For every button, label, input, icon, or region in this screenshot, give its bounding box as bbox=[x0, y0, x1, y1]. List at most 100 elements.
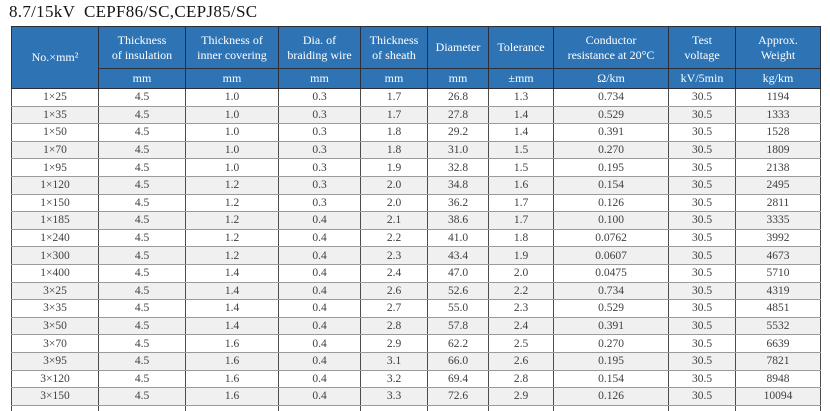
unit-header-2: mm bbox=[278, 68, 361, 89]
table-cell bbox=[185, 404, 279, 411]
table-cell: 1.6 bbox=[488, 175, 554, 195]
table-cell: 31.0 bbox=[427, 140, 489, 160]
table-cell bbox=[11, 404, 99, 411]
table-cell: 2811 bbox=[735, 193, 821, 213]
table-cell: 0.3 bbox=[278, 158, 361, 177]
table-cell: 0.4 bbox=[278, 211, 361, 230]
table-cell: 1.2 bbox=[185, 175, 279, 195]
table-cell: 4.5 bbox=[98, 193, 186, 213]
table-cell: 4851 bbox=[735, 299, 821, 318]
table-cell: 29.2 bbox=[427, 123, 489, 142]
col-header-7: Test voltage bbox=[668, 26, 736, 69]
table-header: No.×mm² Thickness of insulation Thickness … bbox=[11, 26, 821, 89]
table-row: 1×25 4.5 1.0 0.3 1.7 26.8 1.3 0.734 30.5 1194 bbox=[11, 88, 821, 107]
col-header-0: Thickness of insulation bbox=[98, 26, 186, 69]
table-cell: 1809 bbox=[735, 140, 821, 160]
table-cell: 1.5 bbox=[488, 140, 554, 160]
size-cell: 3×35 bbox=[11, 299, 99, 318]
table-cell: 0.734 bbox=[553, 281, 669, 301]
size-cell: 3×120 bbox=[11, 369, 99, 389]
table-cell: 3335 bbox=[735, 211, 821, 230]
table-cell: 1.9 bbox=[488, 246, 554, 265]
table-cell: 2.8 bbox=[360, 316, 428, 336]
col-header-8: Approx. Weight bbox=[735, 26, 821, 69]
size-cell: 3×95 bbox=[11, 351, 99, 371]
col-header-2: Dia. of braiding wire bbox=[278, 26, 361, 69]
table-cell: 2.8 bbox=[488, 369, 554, 389]
table-cell: 1.4 bbox=[185, 263, 279, 283]
table-cell: 0.391 bbox=[553, 316, 669, 336]
size-cell: 1×25 bbox=[11, 88, 99, 107]
unit-header-6: Ω/km bbox=[553, 68, 669, 89]
table-row: 3×150 4.5 1.6 0.4 3.3 72.6 2.9 0.126 30.5 10094 bbox=[11, 387, 821, 406]
size-cell: 1×50 bbox=[11, 123, 99, 142]
table-cell: 30.5 bbox=[668, 193, 736, 213]
table-row: 1×150 4.5 1.2 0.3 2.0 36.2 1.7 0.126 30.5 2811 bbox=[11, 193, 821, 213]
table-cell: 27.8 bbox=[427, 105, 489, 125]
table-cell: 0.529 bbox=[553, 299, 669, 318]
table-cell: 0.0607 bbox=[553, 246, 669, 265]
table-cell: 4.5 bbox=[98, 281, 186, 301]
col-header-6: Conductor resistance at 20°C bbox=[553, 26, 669, 69]
unit-header-8: kg/km bbox=[735, 68, 821, 89]
table-row: 1×400 4.5 1.4 0.4 2.4 47.0 2.0 0.0475 30.5 5710 bbox=[11, 263, 821, 283]
size-cell: 1×120 bbox=[11, 175, 99, 195]
col-header-4: Diameter bbox=[427, 26, 489, 69]
table-cell: 4673 bbox=[735, 246, 821, 265]
table-cell: 1.2 bbox=[185, 228, 279, 248]
table-cell: 1.2 bbox=[185, 246, 279, 265]
table-cell bbox=[553, 404, 669, 411]
cropped-row bbox=[11, 404, 821, 411]
table-row: 1×120 4.5 1.2 0.3 2.0 34.8 1.6 0.154 30.5 2495 bbox=[11, 175, 821, 195]
col-header-3: Thickness of sheath bbox=[360, 26, 428, 69]
table-cell: 30.5 bbox=[668, 211, 736, 230]
table-cell: 1.4 bbox=[185, 316, 279, 336]
table-cell: 0.154 bbox=[553, 369, 669, 389]
table-cell: 0.0762 bbox=[553, 228, 669, 248]
table-cell: 4319 bbox=[735, 281, 821, 301]
table-cell: 0.3 bbox=[278, 140, 361, 160]
table-cell: 62.2 bbox=[427, 334, 489, 353]
table-row: 1×240 4.5 1.2 0.4 2.2 41.0 1.8 0.0762 30.5 3992 bbox=[11, 228, 821, 248]
table-cell: 5532 bbox=[735, 316, 821, 336]
table-cell: 0.734 bbox=[553, 88, 669, 107]
table-cell: 30.5 bbox=[668, 351, 736, 371]
table-cell: 1.8 bbox=[360, 123, 428, 142]
size-cell: 1×185 bbox=[11, 211, 99, 230]
table-row: 3×50 4.5 1.4 0.4 2.8 57.8 2.4 0.391 30.5 5532 bbox=[11, 316, 821, 336]
table-cell: 0.4 bbox=[278, 263, 361, 283]
size-cell: 3×50 bbox=[11, 316, 99, 336]
col-header-1: Thickness of inner covering bbox=[185, 26, 279, 69]
table-cell bbox=[668, 404, 736, 411]
table-row: 1×300 4.5 1.2 0.4 2.3 43.4 1.9 0.0607 30.5 4673 bbox=[11, 246, 821, 265]
table-cell: 1.0 bbox=[185, 105, 279, 125]
table-cell bbox=[735, 404, 821, 411]
table-row: 3×25 4.5 1.4 0.4 2.6 52.6 2.2 0.734 30.5 4319 bbox=[11, 281, 821, 301]
table-cell: 0.195 bbox=[553, 351, 669, 371]
size-cell: 1×400 bbox=[11, 263, 99, 283]
table-cell: 0.3 bbox=[278, 193, 361, 213]
table-cell: 30.5 bbox=[668, 334, 736, 353]
table-cell: 5710 bbox=[735, 263, 821, 283]
table-cell: 26.8 bbox=[427, 88, 489, 107]
table-cell: 2.2 bbox=[488, 281, 554, 301]
table-row: 1×50 4.5 1.0 0.3 1.8 29.2 1.4 0.391 30.5 1528 bbox=[11, 123, 821, 142]
table-cell: 3992 bbox=[735, 228, 821, 248]
table-cell bbox=[427, 404, 489, 411]
table-cell: 30.5 bbox=[668, 387, 736, 406]
table-cell: 30.5 bbox=[668, 123, 736, 142]
table-cell: 30.5 bbox=[668, 88, 736, 107]
size-cell: 1×95 bbox=[11, 158, 99, 177]
table-cell: 0.529 bbox=[553, 105, 669, 125]
size-cell: 3×70 bbox=[11, 334, 99, 353]
table-cell: 1.7 bbox=[488, 193, 554, 213]
table-cell: 4.5 bbox=[98, 387, 186, 406]
table-cell: 2138 bbox=[735, 158, 821, 177]
table-cell: 2.3 bbox=[360, 246, 428, 265]
table-cell: 0.4 bbox=[278, 369, 361, 389]
table-cell: 2.3 bbox=[488, 299, 554, 318]
table-cell: 30.5 bbox=[668, 175, 736, 195]
spec-table: No.×mm² Thickness of insulation Thickness … bbox=[11, 26, 821, 411]
table-cell: 47.0 bbox=[427, 263, 489, 283]
table-cell: 0.195 bbox=[553, 158, 669, 177]
